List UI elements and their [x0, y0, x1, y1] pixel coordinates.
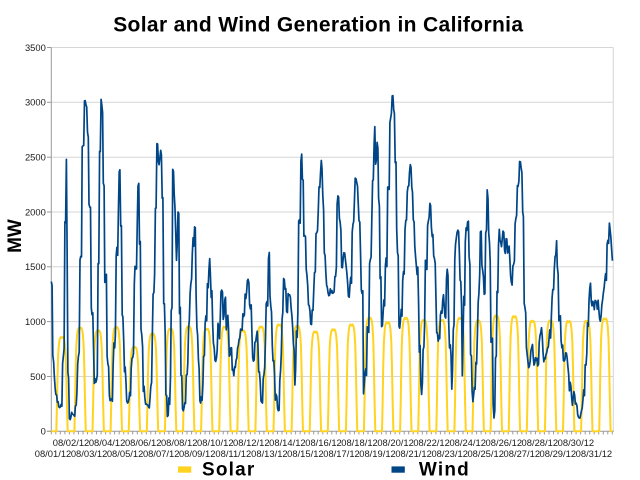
- svg-text:1000: 1000: [25, 316, 46, 327]
- svg-text:08/23/12: 08/23/12: [431, 448, 468, 459]
- svg-text:08/01/12: 08/01/12: [35, 448, 72, 459]
- svg-text:08/27/12: 08/27/12: [504, 448, 541, 459]
- svg-text:08/15/12: 08/15/12: [287, 448, 324, 459]
- svg-text:08/03/12: 08/03/12: [71, 448, 108, 459]
- svg-text:08/10/12: 08/10/12: [197, 437, 234, 448]
- svg-text:08/25/12: 08/25/12: [467, 448, 504, 459]
- svg-text:3000: 3000: [25, 97, 46, 108]
- svg-text:08/31/12: 08/31/12: [576, 448, 613, 459]
- svg-text:08/24/12: 08/24/12: [449, 437, 486, 448]
- svg-text:08/02/12: 08/02/12: [53, 437, 90, 448]
- svg-text:08/28/12: 08/28/12: [522, 437, 559, 448]
- svg-text:3500: 3500: [25, 42, 46, 53]
- svg-text:08/21/12: 08/21/12: [395, 448, 432, 459]
- svg-text:08/30/12: 08/30/12: [558, 437, 595, 448]
- svg-text:08/20/12: 08/20/12: [377, 437, 414, 448]
- svg-text:08/09/12: 08/09/12: [179, 448, 216, 459]
- svg-text:08/06/12: 08/06/12: [125, 437, 162, 448]
- svg-text:2000: 2000: [25, 206, 46, 217]
- svg-text:08/08/12: 08/08/12: [161, 437, 198, 448]
- svg-text:Solar: Solar: [202, 459, 256, 480]
- svg-text:08/18/12: 08/18/12: [341, 437, 378, 448]
- svg-text:08/14/12: 08/14/12: [269, 437, 306, 448]
- svg-text:08/29/12: 08/29/12: [540, 448, 577, 459]
- svg-text:08/26/12: 08/26/12: [486, 437, 523, 448]
- svg-text:08/05/12: 08/05/12: [107, 448, 144, 459]
- svg-text:08/22/12: 08/22/12: [413, 437, 450, 448]
- svg-text:08/13/12: 08/13/12: [251, 448, 288, 459]
- svg-text:08/11/12: 08/11/12: [215, 448, 251, 459]
- svg-text:MW: MW: [5, 219, 26, 253]
- svg-text:08/19/12: 08/19/12: [359, 448, 396, 459]
- svg-text:08/12/12: 08/12/12: [233, 437, 270, 448]
- svg-text:08/04/12: 08/04/12: [89, 437, 126, 448]
- svg-text:08/07/12: 08/07/12: [143, 448, 180, 459]
- svg-text:Solar and Wind Generation in C: Solar and Wind Generation in California: [113, 14, 523, 37]
- svg-text:1500: 1500: [25, 261, 46, 272]
- svg-text:08/17/12: 08/17/12: [323, 448, 360, 459]
- svg-text:500: 500: [30, 371, 46, 382]
- svg-text:08/16/12: 08/16/12: [305, 437, 342, 448]
- svg-text:0: 0: [41, 426, 46, 437]
- svg-text:Wind: Wind: [419, 459, 470, 480]
- svg-text:2500: 2500: [25, 152, 46, 163]
